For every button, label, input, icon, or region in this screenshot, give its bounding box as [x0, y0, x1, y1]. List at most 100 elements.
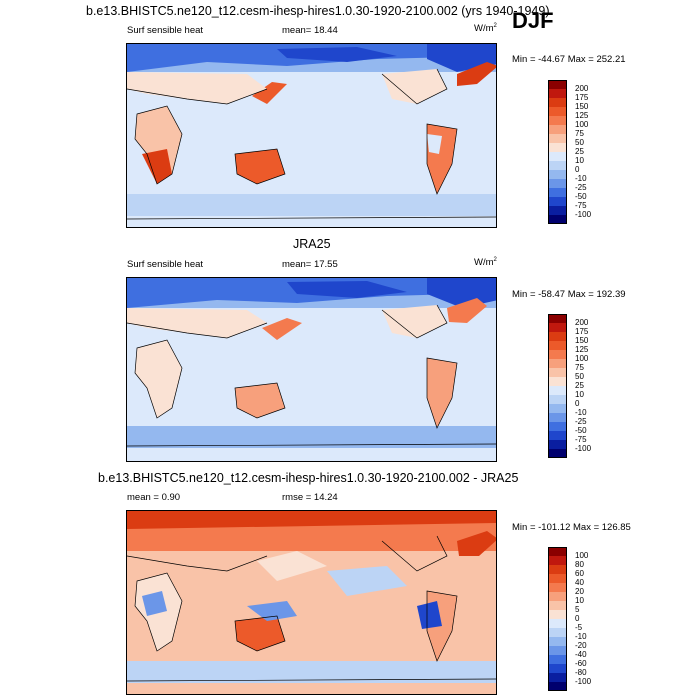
- cbar3-tick: 20: [575, 587, 584, 596]
- cbar1-tick: 75: [575, 129, 584, 138]
- cbar3-swatch: [548, 574, 567, 583]
- cbar2-swatch: [548, 341, 567, 350]
- panel3-map: [126, 510, 497, 695]
- cbar2-swatch: [548, 377, 567, 386]
- cbar1-tick: 150: [575, 102, 589, 111]
- cbar3-swatch: [548, 619, 567, 628]
- cbar1-swatch: [548, 134, 567, 143]
- cbar1-tick: 125: [575, 111, 589, 120]
- cbar2-tick: 100: [575, 354, 589, 363]
- cbar2-tick: 200: [575, 318, 589, 327]
- cbar3-tick: -80: [575, 668, 587, 677]
- cbar1-swatch: [548, 188, 567, 197]
- cbar1-tick: -10: [575, 174, 587, 183]
- cbar3-swatch: [548, 655, 567, 664]
- cbar3-swatch: [548, 565, 567, 574]
- panel1-mean-label: mean= 18.44: [282, 25, 338, 36]
- cbar3-tick: 60: [575, 569, 584, 578]
- cbar3-tick: -60: [575, 659, 587, 668]
- cbar2-swatch: [548, 386, 567, 395]
- cbar3-tick: 80: [575, 560, 584, 569]
- cbar2-tick: -75: [575, 435, 587, 444]
- cbar3-swatch: [548, 682, 567, 691]
- cbar1-swatch: [548, 152, 567, 161]
- cbar3-swatch: [548, 601, 567, 610]
- cbar1-swatch: [548, 161, 567, 170]
- cbar3-tick: -100: [575, 677, 592, 686]
- panel1-variable-label: Surf sensible heat: [127, 25, 204, 36]
- cbar3-tick: 40: [575, 578, 584, 587]
- cbar3-swatch: [548, 646, 567, 655]
- cbar1-swatch: [548, 206, 567, 215]
- cbar2-swatch: [548, 314, 567, 323]
- cbar1-tick: 10: [575, 156, 584, 165]
- cbar2-swatch: [548, 368, 567, 377]
- cbar1-tick: -75: [575, 201, 587, 210]
- cbar3-swatch: [548, 610, 567, 619]
- panel1-minmax: Min = -44.67 Max = 252.21: [512, 54, 626, 65]
- cbar2-tick: 50: [575, 372, 584, 381]
- cbar2-tick: 150: [575, 336, 589, 345]
- cbar2-tick: 0: [575, 399, 580, 408]
- cbar2-swatch: [548, 449, 567, 458]
- cbar2-tick: -25: [575, 417, 587, 426]
- cbar2-swatch: [548, 413, 567, 422]
- cbar1-tick: 200: [575, 84, 589, 93]
- cbar1-tick: 25: [575, 147, 584, 156]
- cbar1-tick: 175: [575, 93, 589, 102]
- cbar3-tick: -20: [575, 641, 587, 650]
- cbar2-tick: -10: [575, 408, 587, 417]
- cbar3-swatch: [548, 673, 567, 682]
- cbar3-swatch: [548, 628, 567, 637]
- panel2-map: [126, 277, 497, 462]
- cbar1-swatch: [548, 125, 567, 134]
- cbar1-tick: 50: [575, 138, 584, 147]
- cbar1-swatch: [548, 179, 567, 188]
- cbar2-tick: 175: [575, 327, 589, 336]
- cbar1-swatch: [548, 80, 567, 89]
- cbar2-tick: -50: [575, 426, 587, 435]
- cbar1-swatch: [548, 170, 567, 179]
- cbar1-swatch: [548, 143, 567, 152]
- cbar1-tick: 0: [575, 165, 580, 174]
- cbar1-swatch: [548, 89, 567, 98]
- panel2-variable-label: Surf sensible heat: [127, 259, 204, 270]
- panel2-minmax: Min = -58.47 Max = 192.39: [512, 289, 626, 300]
- cbar1-tick: 100: [575, 120, 589, 129]
- cbar1-swatch: [548, 197, 567, 206]
- panel3-minmax: Min = -101.12 Max = 126.85: [512, 522, 631, 533]
- cbar1-tick: -25: [575, 183, 587, 192]
- cbar3-swatch: [548, 637, 567, 646]
- cbar2-swatch: [548, 323, 567, 332]
- cbar2-tick: -100: [575, 444, 592, 453]
- panel2-title: JRA25: [293, 237, 331, 251]
- cbar1-tick: -50: [575, 192, 587, 201]
- cbar2-swatch: [548, 332, 567, 341]
- cbar3-tick: 5: [575, 605, 580, 614]
- cbar2-swatch: [548, 395, 567, 404]
- panel2-mean-label: mean= 17.55: [282, 259, 338, 270]
- cbar1-swatch: [548, 116, 567, 125]
- cbar2-swatch: [548, 350, 567, 359]
- cbar3-tick: -40: [575, 650, 587, 659]
- cbar2-tick: 10: [575, 390, 584, 399]
- cbar2-swatch: [548, 440, 567, 449]
- cbar2-swatch: [548, 359, 567, 368]
- panel3-title: b.e13.BHISTC5.ne120_t12.cesm-ihesp-hires…: [98, 471, 519, 485]
- cbar1-swatch: [548, 215, 567, 224]
- cbar3-tick: 0: [575, 614, 580, 623]
- cbar2-tick: 125: [575, 345, 589, 354]
- panel3-rmse-label: rmse = 14.24: [282, 492, 338, 503]
- season-label: DJF: [512, 8, 554, 33]
- panel1-units: W/m2: [474, 23, 497, 35]
- cbar2-swatch: [548, 422, 567, 431]
- cbar3-swatch: [548, 664, 567, 673]
- cbar3-tick: -10: [575, 632, 587, 641]
- cbar1-swatch: [548, 107, 567, 116]
- cbar2-swatch: [548, 431, 567, 440]
- cbar3-tick: 100: [575, 551, 589, 560]
- cbar3-swatch: [548, 583, 567, 592]
- panel3-mean-label: mean = 0.90: [127, 492, 181, 503]
- cbar3-tick: -5: [575, 623, 583, 632]
- cbar2-swatch: [548, 404, 567, 413]
